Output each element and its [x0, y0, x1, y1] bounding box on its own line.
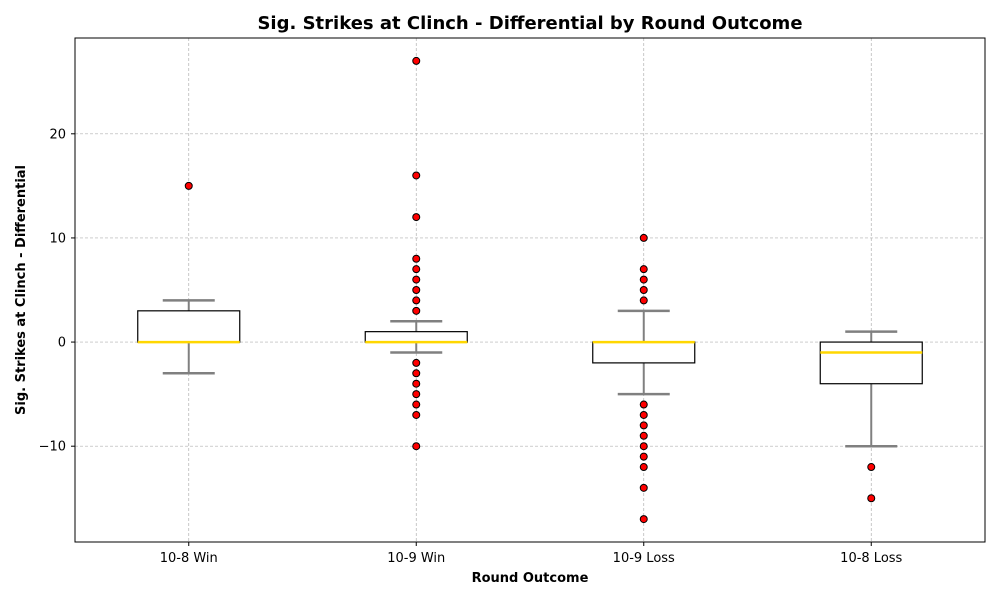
outlier-point: [639, 275, 648, 284]
outlier-point: [639, 483, 648, 492]
box-iqr: [137, 310, 241, 343]
x-tick-label: 10-9 Win: [387, 551, 445, 566]
outlier-point: [639, 452, 648, 461]
grid-lines: [75, 38, 985, 542]
outlier-point: [867, 494, 876, 503]
outlier-point: [639, 296, 648, 305]
outlier-point: [412, 296, 421, 305]
outlier-point: [639, 286, 648, 294]
outlier-point: [412, 275, 421, 284]
boxes: [137, 56, 923, 524]
y-tick-label: 0: [58, 336, 66, 351]
outlier-point: [412, 400, 421, 409]
outlier-point: [412, 442, 421, 451]
plot-area-frame: [74, 37, 986, 543]
outlier-point: [639, 421, 648, 430]
outlier-point: [639, 265, 648, 274]
y-axis-label: Sig. Strikes at Clinch - Differential: [14, 165, 29, 415]
outlier-point: [184, 181, 193, 190]
x-tick-label: 10-9 Loss: [613, 551, 675, 566]
outlier-point: [412, 56, 421, 65]
x-tick-label: 10-8 Win: [160, 551, 218, 566]
outlier-point: [412, 265, 421, 274]
outlier-point: [639, 515, 648, 524]
outlier-point: [639, 431, 648, 440]
y-tick-label: 20: [49, 127, 66, 142]
outlier-point: [639, 463, 648, 472]
outlier-point: [639, 442, 648, 451]
chart-title: Sig. Strikes at Clinch - Differential by…: [257, 13, 802, 34]
y-tick-label: 10: [49, 231, 66, 246]
outlier-point: [412, 286, 421, 294]
box-iqr: [364, 331, 468, 343]
box-10-8-loss: [819, 330, 923, 503]
outlier-point: [412, 390, 421, 399]
outlier-point: [412, 369, 421, 378]
box-10-8-win: [137, 181, 241, 375]
outlier-point: [412, 171, 421, 180]
outlier-point: [412, 410, 421, 419]
box-10-9-loss: [592, 233, 696, 524]
outlier-point: [412, 306, 421, 315]
outlier-point: [639, 400, 648, 409]
outlier-point: [412, 379, 421, 388]
outlier-point: [639, 233, 648, 242]
outlier-point: [639, 410, 648, 419]
y-tick-label: −10: [39, 440, 66, 455]
x-tick-label: 10-8 Loss: [840, 551, 902, 566]
box-iqr: [592, 341, 696, 364]
outlier-point: [412, 358, 421, 367]
ticks: −10 0 10 20 10-8 Win 10-9 Win 10-9 Loss 10-8 Lo…: [39, 127, 903, 566]
box-10-9-win: [364, 56, 468, 451]
box-iqr: [819, 341, 923, 385]
outlier-point: [412, 213, 421, 222]
x-axis-label: Round Outcome: [472, 571, 589, 586]
outlier-point: [867, 463, 876, 472]
outlier-point: [412, 254, 421, 263]
